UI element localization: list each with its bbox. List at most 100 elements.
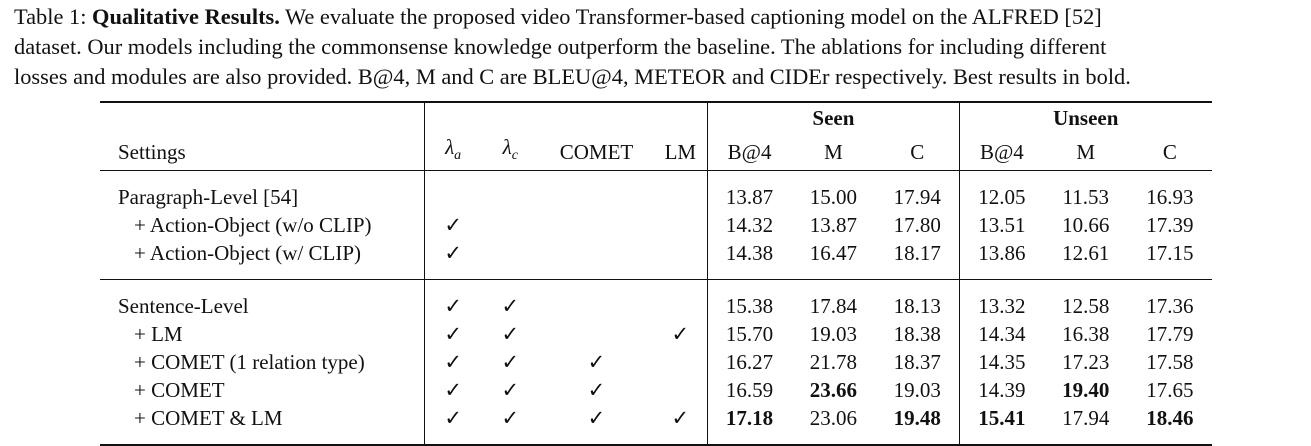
header-unseen-c: C xyxy=(1162,139,1177,164)
cell-lm xyxy=(654,183,707,211)
cell-unseen-c: 17.65 xyxy=(1146,378,1194,403)
cell-seen-c: 17.80 xyxy=(893,213,941,238)
cell-seen-m: 19.03 xyxy=(809,322,858,347)
cell-lambda-a: ✓ xyxy=(423,376,482,405)
row-setting: + Action-Object (w/o CLIP) xyxy=(134,213,372,238)
header-lambda-a: λa xyxy=(423,133,482,171)
header-lambda-c: λc xyxy=(502,135,518,164)
cell-unseen-m: 11.53 xyxy=(1062,185,1109,210)
cell-seen-c: 18.17 xyxy=(893,241,941,266)
cell-unseen-m: 12.58 xyxy=(1062,294,1110,319)
row-setting: + COMET xyxy=(134,378,225,403)
header-lm: LM xyxy=(664,139,697,164)
cell-lm xyxy=(654,376,707,404)
cell-unseen-c: 17.36 xyxy=(1146,294,1194,319)
cell-lambda-c: ✓ xyxy=(501,406,520,431)
header-seen-b4: B@4 xyxy=(706,133,792,171)
caption-line-1: Table 1: Qualitative Results. We evaluat… xyxy=(14,2,1304,32)
cell-lambda-a: ✓ xyxy=(423,404,482,433)
cell-comet xyxy=(539,211,654,239)
cell-lambda-a: ✓ xyxy=(423,320,482,349)
cell-seen-b4: 16.27 xyxy=(706,348,792,377)
cell-lm xyxy=(654,292,707,320)
cell-lambda-a: ✓ xyxy=(423,211,482,240)
cell-seen-m: 16.47 xyxy=(809,241,858,266)
cell-unseen-c: 17.79 xyxy=(1146,322,1194,347)
column-header-row: Settings λa λc COMET LM B@4 M C B@4 M C xyxy=(100,133,1212,171)
cell-seen-m: 21.78 xyxy=(809,350,858,375)
cell-lambda-c: ✓ xyxy=(501,350,520,375)
cell-unseen-c: 16.93 xyxy=(1146,185,1194,210)
cell-unseen-m: 12.61 xyxy=(1062,241,1110,266)
header-seen-m: M xyxy=(824,139,843,164)
cell-unseen-b4: 13.86 xyxy=(959,239,1044,268)
cell-unseen-b4: 12.05 xyxy=(959,183,1044,212)
header-seen-c: C xyxy=(910,139,925,164)
cell-unseen-c: 17.58 xyxy=(1146,350,1194,375)
header-unseen-m: M xyxy=(1076,139,1096,164)
cell-unseen-b4: 14.34 xyxy=(959,320,1044,349)
cell-seen-b4: 15.70 xyxy=(706,320,792,349)
cell-lambda-c: ✓ xyxy=(501,378,520,403)
group-header-seen: Seen xyxy=(812,106,855,130)
cell-seen-c: 18.37 xyxy=(893,350,941,375)
cell-lambda-c: ✓ xyxy=(501,294,520,319)
cell-unseen-c: 18.46 xyxy=(1146,406,1194,431)
cell-seen-b4: 17.18 xyxy=(706,404,792,433)
cell-unseen-m: 17.94 xyxy=(1062,406,1110,431)
cell-lambda-c: ✓ xyxy=(501,322,520,347)
cell-lambda-a xyxy=(423,183,482,212)
row-setting: Sentence-Level xyxy=(118,294,249,319)
cell-unseen-m: 16.38 xyxy=(1062,322,1110,347)
cell-unseen-c: 17.39 xyxy=(1146,213,1194,238)
row-setting: + COMET & LM xyxy=(134,406,283,431)
cell-comet xyxy=(539,183,654,211)
cell-seen-m: 17.84 xyxy=(809,294,858,319)
table-row: Paragraph-Level [54] 13.87 15.00 17.94 1… xyxy=(100,183,1212,212)
cell-unseen-b4: 14.39 xyxy=(959,376,1044,405)
cell-lambda-c xyxy=(482,183,539,211)
cell-comet xyxy=(539,292,654,320)
cell-seen-c: 19.48 xyxy=(893,406,941,431)
cell-lambda-a: ✓ xyxy=(423,348,482,377)
cell-lambda-c xyxy=(482,239,539,267)
results-table-wrapper: Seen Unseen Settings λa λc COMET LM B@4 … xyxy=(100,101,1212,446)
cell-lm: ✓ xyxy=(671,406,690,431)
cell-lm: ✓ xyxy=(671,322,690,347)
cell-seen-b4: 13.87 xyxy=(706,183,792,212)
cell-unseen-m: 10.66 xyxy=(1062,213,1110,238)
cell-unseen-c: 17.15 xyxy=(1146,241,1194,266)
cell-seen-m: 23.66 xyxy=(809,378,858,403)
cell-seen-m: 15.00 xyxy=(809,185,858,210)
cell-unseen-b4: 15.41 xyxy=(959,404,1044,433)
table-row: + Action-Object (w/o CLIP) ✓ 14.32 13.87… xyxy=(100,211,1212,240)
cell-seen-c: 19.03 xyxy=(893,378,941,403)
table-row: + COMET (1 relation type) ✓ ✓ ✓ 16.27 21… xyxy=(100,348,1212,377)
cell-unseen-m: 19.40 xyxy=(1062,378,1110,403)
cell-lambda-a: ✓ xyxy=(423,292,482,321)
cell-lm xyxy=(654,239,707,267)
header-settings: Settings xyxy=(118,139,186,164)
caption-label: Table 1: xyxy=(14,4,93,29)
results-table: Seen Unseen Settings λa λc COMET LM B@4 … xyxy=(100,101,1212,446)
row-setting: + COMET (1 relation type) xyxy=(134,350,365,375)
header-unseen-b4: B@4 xyxy=(959,133,1044,171)
table-row: + LM ✓ ✓ ✓ 15.70 19.03 18.38 14.34 16.38… xyxy=(100,320,1212,349)
cell-lambda-c xyxy=(482,211,539,239)
cell-comet xyxy=(539,320,654,348)
table-row: + Action-Object (w/ CLIP) ✓ 14.38 16.47 … xyxy=(100,239,1212,268)
group-header-row: Seen Unseen xyxy=(100,102,1212,133)
cell-lambda-a: ✓ xyxy=(423,239,482,268)
cell-seen-c: 18.38 xyxy=(893,322,941,347)
header-comet: COMET xyxy=(559,139,634,164)
cell-comet: ✓ xyxy=(587,406,606,431)
cell-lm xyxy=(654,211,707,239)
caption-title: Qualitative Results. xyxy=(92,4,280,29)
caption-line-1-rest: We evaluate the proposed video Transform… xyxy=(279,4,1102,29)
spacer-row xyxy=(100,279,1212,293)
cell-comet: ✓ xyxy=(587,378,606,403)
cell-seen-b4: 14.38 xyxy=(706,239,792,268)
cell-unseen-b4: 13.32 xyxy=(959,292,1044,321)
spacer-row xyxy=(100,170,1212,184)
row-setting: + Action-Object (w/ CLIP) xyxy=(134,241,362,266)
